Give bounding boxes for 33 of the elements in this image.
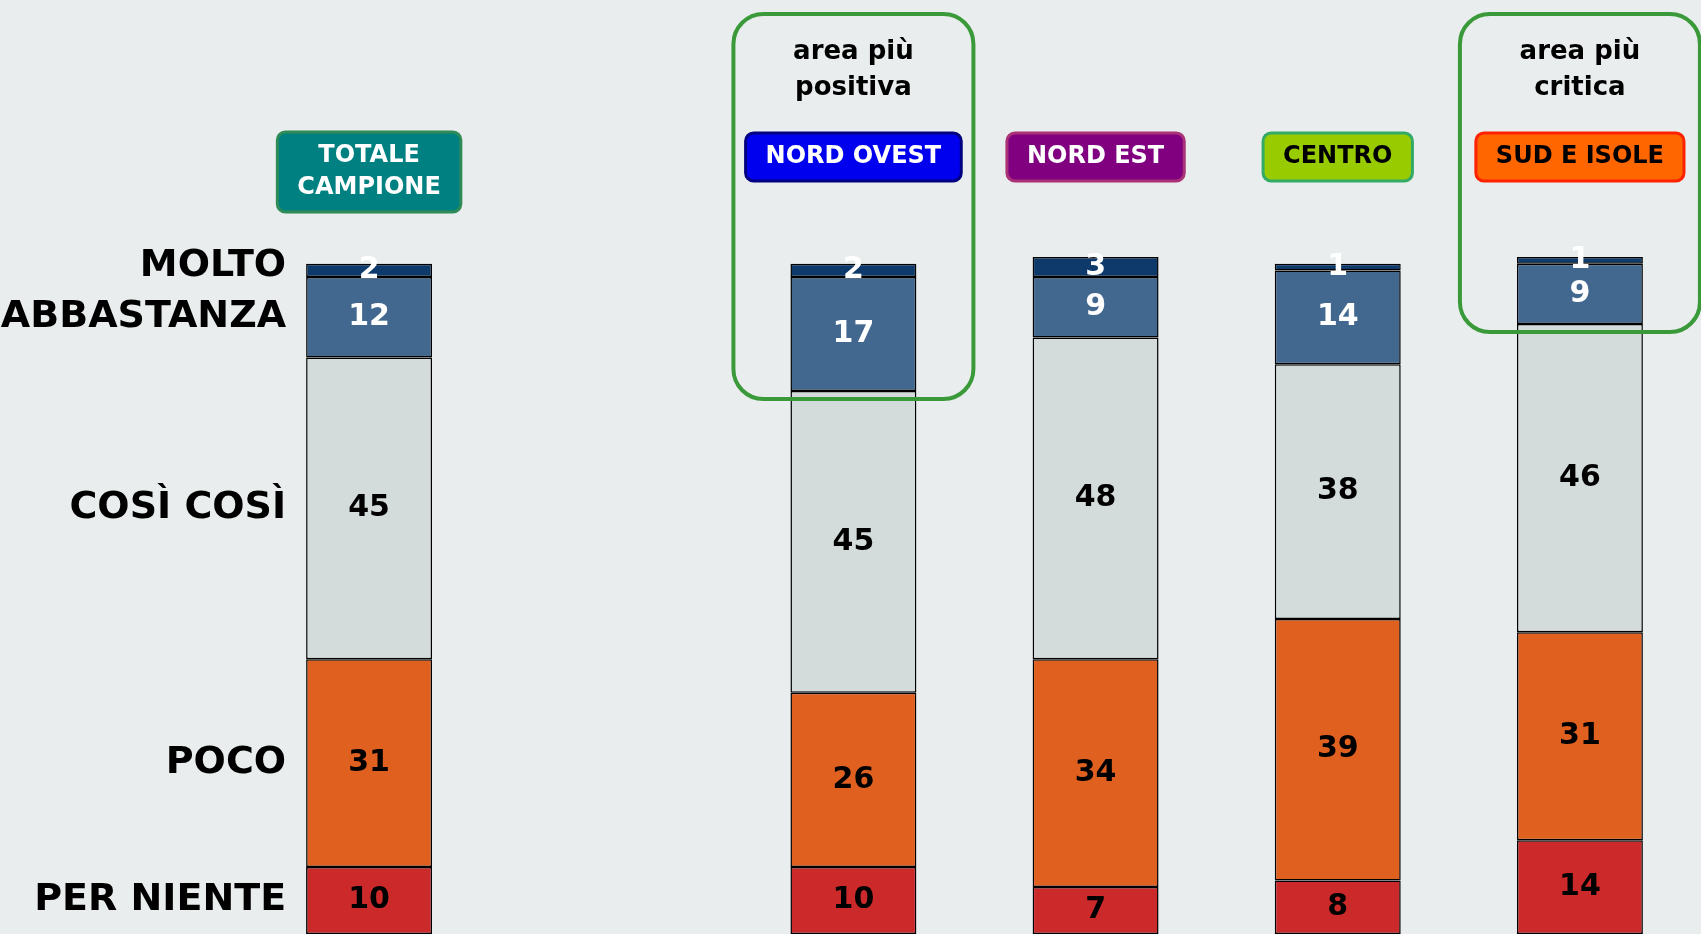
data-label: 14 — [1316, 297, 1359, 333]
data-label: 14 — [1559, 866, 1601, 902]
data-label: 31 — [348, 742, 390, 778]
series-label: PER NIENTE — [34, 875, 287, 920]
x-tick-label: TOTALE CAMPIONE — [297, 140, 441, 201]
data-label: 26 — [832, 759, 875, 795]
data-label: 12 — [348, 297, 390, 333]
series-label: MOLTO — [139, 241, 287, 286]
data-label: 34 — [1074, 752, 1117, 788]
data-label: 9 — [1085, 287, 1107, 323]
text: area più positiva — [793, 34, 914, 101]
data-label: 45 — [832, 521, 875, 557]
x-tick-label: SUD E ISOLE — [1495, 141, 1664, 170]
data-label: 10 — [832, 880, 875, 916]
data-label: 8 — [1327, 886, 1349, 922]
x-tick-label: CENTRO — [1283, 141, 1393, 170]
data-label: 10 — [348, 880, 390, 916]
data-label: 3 — [1085, 246, 1107, 282]
data-label: 9 — [1569, 273, 1591, 309]
data-label: 31 — [1559, 716, 1601, 752]
data-label: 46 — [1559, 457, 1601, 493]
text: area più critica — [1519, 34, 1641, 101]
x-tick-label: NORD EST — [1026, 141, 1165, 170]
data-label: 39 — [1316, 729, 1359, 765]
data-label: 45 — [348, 488, 390, 524]
x-tick-label: NORD OVEST — [765, 141, 942, 170]
data-label: 38 — [1316, 471, 1359, 507]
series-label: POCO — [165, 737, 287, 782]
data-label: 48 — [1074, 478, 1117, 514]
data-label: 7 — [1085, 890, 1107, 926]
data-label: 17 — [832, 313, 875, 349]
series-label: ABBASTANZA — [0, 292, 287, 337]
series-label: COSÌ COSÌ — [69, 483, 287, 528]
